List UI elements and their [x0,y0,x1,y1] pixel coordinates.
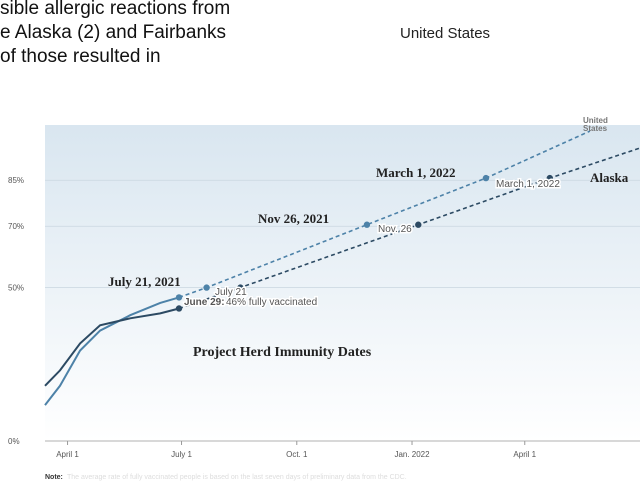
milestone-dot [546,174,554,182]
milestone-dot [175,305,183,312]
annotation: Nov 26, 2021 [258,211,329,226]
x-tick-label: Oct. 1 [286,450,308,459]
annotation: June 29: [184,297,225,308]
y-tick-label: 70% [8,222,24,231]
series-label: United States [583,116,608,133]
annotation: 46% fully vaccinated [226,297,317,308]
milestone-dot [415,221,422,228]
x-tick-label: April 1 [56,450,79,459]
note-text: The average rate of fully vaccinated peo… [67,474,407,481]
x-tick-label: April 1 [513,450,536,459]
annotation: July 21 [215,287,247,298]
annotation: Project Herd Immunity Dates [193,345,372,360]
plot-bg [45,125,640,441]
note-label: Note: [45,474,63,481]
annotation: July 21, 2021 [108,274,181,289]
y-tick-label: 85% [8,176,24,185]
series-line [178,130,591,299]
annotation: March 1, 2022 [376,165,456,180]
annotation: March 1, 2022 [496,179,560,190]
milestone-dot [363,221,371,228]
series-label: Alaska [590,170,629,185]
side-text: United States [400,25,490,42]
series-line [44,307,180,387]
body-line: of those resulted in [0,46,161,67]
milestone-dot [482,174,490,182]
milestone-dot [203,284,210,291]
annotation: Nov. 26 [378,224,412,235]
body-line: sible allergic reactions from [0,0,230,19]
body-line: e Alaska (2) and Fairbanks [0,22,226,43]
milestone-dot [237,284,244,291]
y-tick-label: 50% [8,284,24,293]
milestone-dot [175,294,183,301]
x-tick-label: July 1 [171,450,192,459]
x-tick-label: Jan. 2022 [394,450,430,459]
y-tick-label: 0% [8,437,20,446]
series-line [44,296,180,406]
